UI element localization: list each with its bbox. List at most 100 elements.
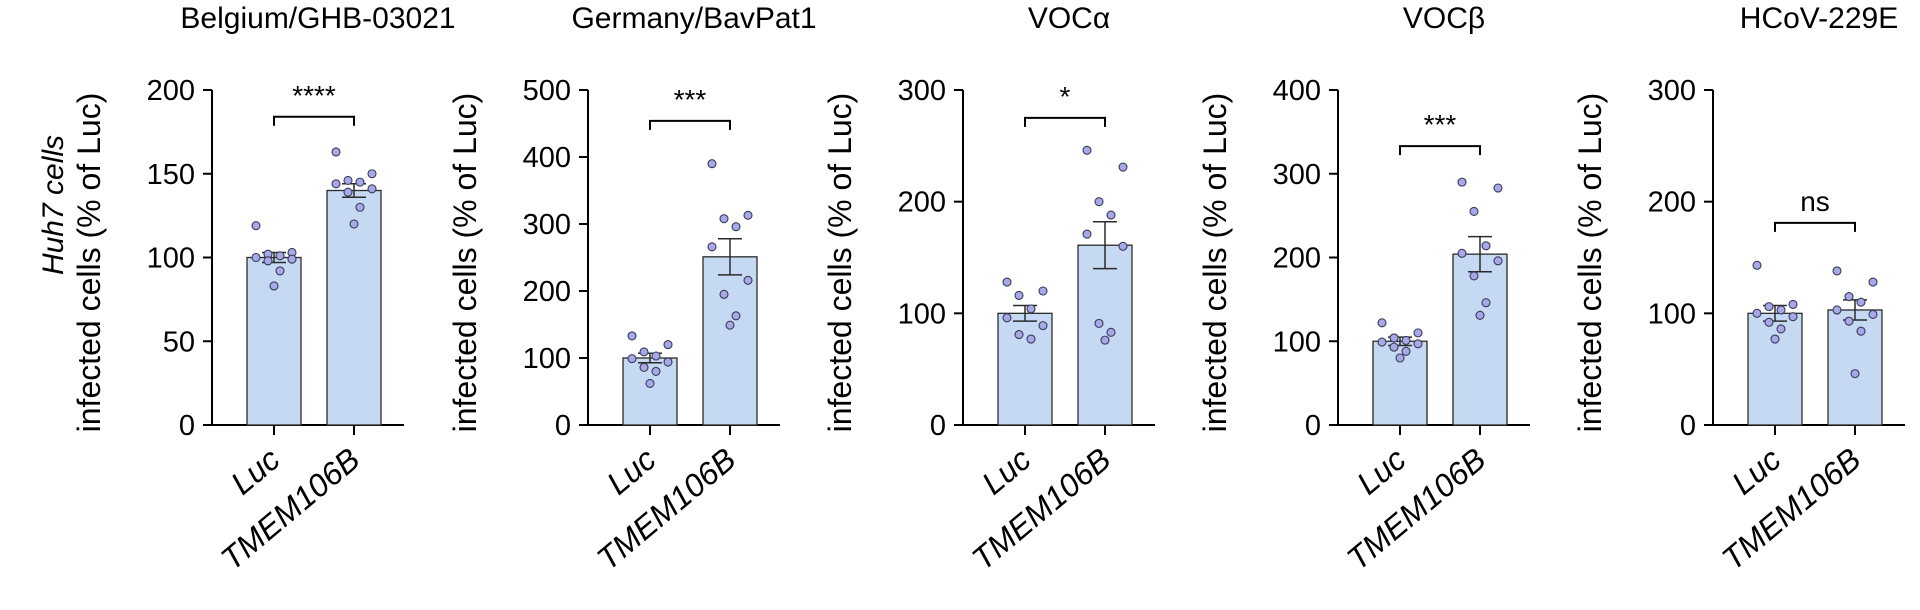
data-point [367, 184, 377, 194]
data-point [1100, 335, 1110, 345]
data-point [1094, 197, 1104, 207]
data-point [731, 311, 741, 321]
data-point [367, 169, 377, 179]
y-tick-label: 500 [523, 75, 571, 107]
data-point [1832, 305, 1842, 315]
data-point [1868, 277, 1878, 287]
chart-title: VOCα [1028, 2, 1110, 35]
chart-title: Germany/BavPat1 [571, 2, 816, 35]
data-point [343, 187, 353, 197]
row-label: Huh7 cells [37, 134, 70, 276]
data-point [1856, 297, 1866, 307]
data-point [1014, 290, 1024, 301]
data-point [1014, 329, 1024, 340]
data-point [1752, 308, 1762, 318]
data-point [1764, 317, 1774, 327]
data-point [1469, 206, 1479, 216]
significance-label: ns [1800, 186, 1830, 217]
data-point [1082, 229, 1092, 239]
data-point [263, 256, 273, 266]
data-point [1389, 333, 1399, 343]
data-point [1788, 312, 1798, 322]
data-point [269, 281, 279, 291]
data-point [1389, 342, 1399, 352]
data-point [707, 159, 717, 169]
significance-bracket [1399, 145, 1481, 156]
data-point [1401, 346, 1411, 356]
significance-bracket [273, 115, 355, 126]
data-point [1457, 177, 1467, 187]
data-point [1776, 324, 1786, 334]
y-axis-label: infected cells (% of Luc) [447, 93, 483, 433]
data-point [1850, 369, 1860, 379]
data-point [1868, 309, 1878, 320]
y-tick-label: 0 [930, 410, 946, 442]
data-point [707, 242, 717, 252]
y-axis-label: infected cells (% of Luc) [822, 93, 858, 433]
y-tick-label: 300 [523, 209, 571, 241]
data-point [639, 347, 649, 357]
panel-3: VOCα 0 100 200 300 infected cells (% of Luc) L… [822, 2, 1155, 577]
panel-4: VOCβ 0 100 200 300 400 infected cells (% of Lu… [1197, 2, 1530, 577]
data-point [251, 221, 261, 231]
chart-title: VOCβ [1403, 2, 1485, 35]
data-point [287, 254, 297, 264]
y-axis-label: infected cells (% of Luc) [1197, 93, 1233, 433]
y-tick-label: 200 [523, 276, 571, 308]
data-point [719, 289, 729, 299]
x-tick-label: TMEM106B [1340, 441, 1493, 577]
data-point [1082, 145, 1092, 155]
data-point [1764, 302, 1774, 312]
bar-luc [622, 357, 678, 426]
y-axis-label: infected cells (% of Luc) [71, 93, 107, 433]
y-tick-label: 400 [523, 142, 571, 174]
bar-luc [997, 312, 1053, 426]
y-axis-label: infected cells (% of Luc) [1572, 93, 1608, 433]
data-point [651, 366, 661, 376]
bar-luc [1747, 312, 1803, 426]
data-point [251, 252, 261, 263]
data-point [1770, 334, 1780, 344]
data-point [743, 275, 753, 285]
data-point [1038, 321, 1048, 331]
data-point [275, 251, 285, 261]
data-point [1038, 286, 1048, 296]
data-point [1377, 318, 1387, 328]
chart-title: HCoV-229E [1740, 2, 1898, 35]
data-point [639, 362, 649, 372]
y-tick-label: 200 [898, 187, 946, 219]
x-tick-label: Luc [600, 441, 663, 502]
data-point [343, 175, 353, 185]
y-tick-label: 0 [179, 410, 195, 442]
data-point [1401, 335, 1411, 345]
data-point [275, 266, 285, 276]
y-tick-label: 50 [163, 326, 195, 358]
data-point [355, 202, 365, 212]
significance-label: **** [292, 80, 336, 111]
data-point [1118, 241, 1128, 251]
y-tick-label: 0 [555, 410, 571, 442]
x-tick-label: Luc [1725, 441, 1788, 502]
data-point [1469, 271, 1479, 281]
panel-2: Germany/BavPat1 0 100 200 300 400 500 infected … [447, 2, 817, 577]
bar-tmem106b [326, 189, 382, 426]
x-tick-label: Luc [975, 441, 1038, 502]
significance-label: *** [1424, 109, 1457, 140]
data-point [1106, 327, 1116, 337]
bar-tmem106b [1827, 309, 1883, 426]
data-point [331, 147, 341, 157]
data-point [1832, 266, 1842, 276]
data-point [1493, 256, 1503, 266]
data-point [651, 351, 661, 361]
data-point [1413, 328, 1423, 338]
data-point [1002, 277, 1012, 287]
data-point [1752, 260, 1762, 270]
data-point [731, 222, 741, 232]
bar-tmem106b [1077, 244, 1133, 426]
data-point [725, 320, 735, 330]
data-point [349, 219, 359, 229]
y-tick-label: 100 [1273, 326, 1321, 358]
data-point [1493, 183, 1503, 193]
significance-bracket [1024, 116, 1106, 127]
